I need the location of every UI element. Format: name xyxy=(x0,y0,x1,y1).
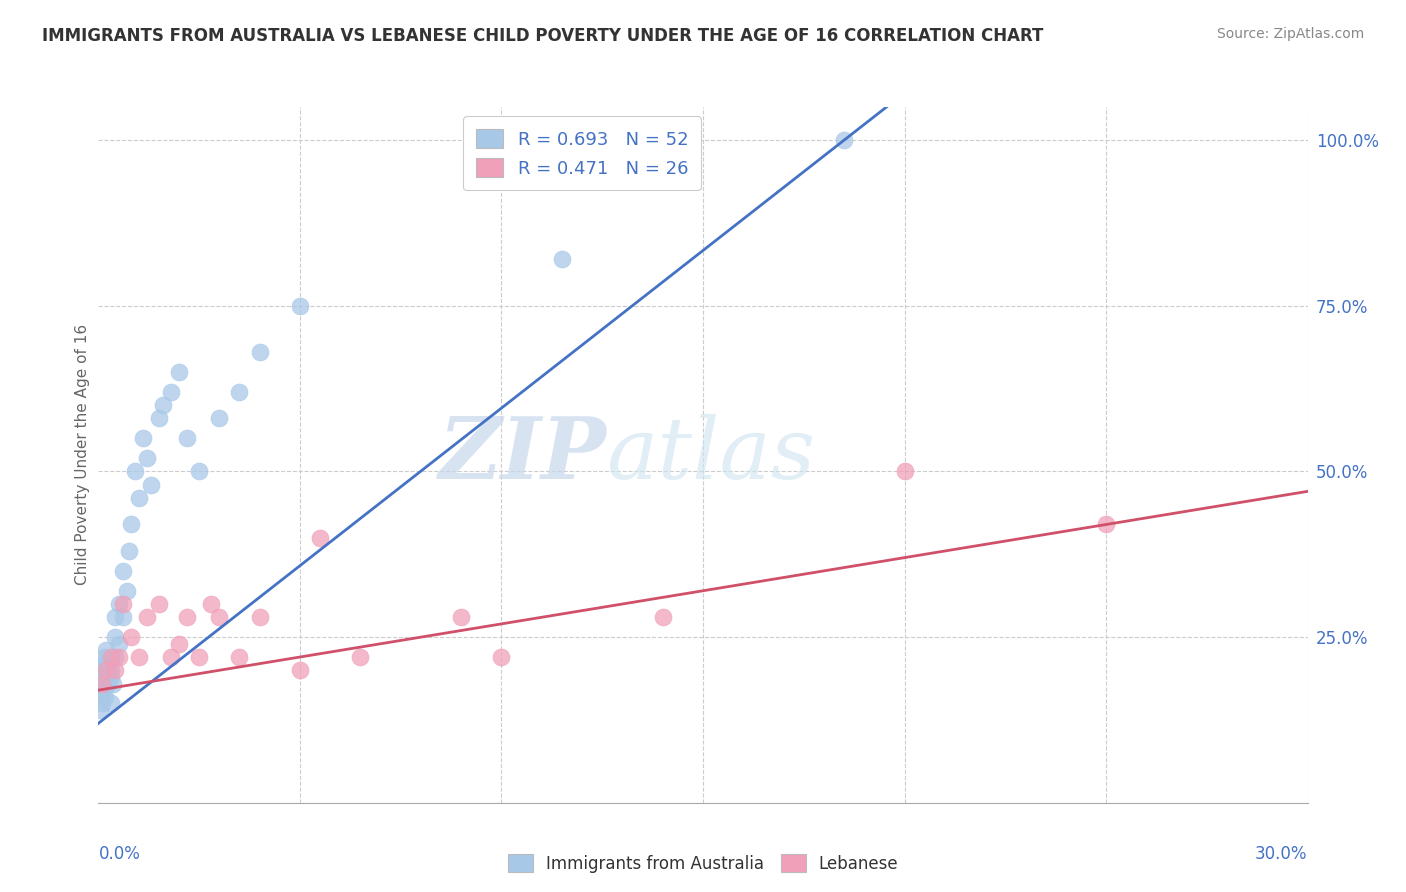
Point xyxy=(111,597,134,611)
Text: 30.0%: 30.0% xyxy=(1256,845,1308,863)
Point xyxy=(148,597,170,611)
Point xyxy=(96,657,118,671)
Point xyxy=(90,683,112,698)
Point xyxy=(176,431,198,445)
Point xyxy=(100,670,122,684)
Point xyxy=(651,610,673,624)
Point xyxy=(91,670,114,684)
Point xyxy=(107,597,129,611)
Point xyxy=(94,663,117,677)
Point xyxy=(91,657,114,671)
Point xyxy=(128,650,150,665)
Point xyxy=(188,465,211,479)
Point xyxy=(176,610,198,624)
Point xyxy=(135,451,157,466)
Point xyxy=(208,411,231,425)
Point xyxy=(200,597,222,611)
Point xyxy=(93,650,115,665)
Point xyxy=(167,637,190,651)
Point xyxy=(100,663,122,677)
Point xyxy=(103,663,125,677)
Point xyxy=(152,398,174,412)
Point xyxy=(101,676,124,690)
Point xyxy=(91,683,114,698)
Point xyxy=(228,650,250,665)
Point xyxy=(93,676,115,690)
Point xyxy=(188,650,211,665)
Legend: R = 0.693   N = 52, R = 0.471   N = 26: R = 0.693 N = 52, R = 0.471 N = 26 xyxy=(464,116,700,190)
Point xyxy=(96,663,118,677)
Text: atlas: atlas xyxy=(606,414,815,496)
Point xyxy=(104,630,127,644)
Point xyxy=(111,610,134,624)
Point xyxy=(491,650,513,665)
Point xyxy=(97,676,120,690)
Point xyxy=(893,465,915,479)
Point xyxy=(139,477,162,491)
Point xyxy=(349,650,371,665)
Point xyxy=(94,690,117,704)
Point xyxy=(228,384,250,399)
Point xyxy=(90,676,112,690)
Point xyxy=(96,676,118,690)
Point xyxy=(120,517,142,532)
Point xyxy=(100,650,122,665)
Point xyxy=(551,252,574,267)
Point xyxy=(97,657,120,671)
Point xyxy=(89,703,111,717)
Legend: Immigrants from Australia, Lebanese: Immigrants from Australia, Lebanese xyxy=(501,847,905,880)
Point xyxy=(450,610,472,624)
Y-axis label: Child Poverty Under the Age of 16: Child Poverty Under the Age of 16 xyxy=(75,325,90,585)
Point xyxy=(120,630,142,644)
Point xyxy=(111,564,134,578)
Text: Source: ZipAtlas.com: Source: ZipAtlas.com xyxy=(1216,27,1364,41)
Point xyxy=(89,690,111,704)
Point xyxy=(128,491,150,505)
Text: ZIP: ZIP xyxy=(439,413,606,497)
Point xyxy=(309,531,332,545)
Point xyxy=(288,299,311,313)
Point xyxy=(96,670,118,684)
Point xyxy=(94,643,117,657)
Point xyxy=(1095,517,1118,532)
Point xyxy=(103,610,125,624)
Point xyxy=(160,384,183,399)
Text: IMMIGRANTS FROM AUSTRALIA VS LEBANESE CHILD POVERTY UNDER THE AGE OF 16 CORRELAT: IMMIGRANTS FROM AUSTRALIA VS LEBANESE CH… xyxy=(42,27,1043,45)
Point xyxy=(148,411,170,425)
Point xyxy=(107,650,129,665)
Point xyxy=(160,650,183,665)
Point xyxy=(208,610,231,624)
Point xyxy=(103,650,125,665)
Point xyxy=(249,345,271,359)
Point xyxy=(132,431,155,445)
Text: 0.0%: 0.0% xyxy=(98,845,141,863)
Point xyxy=(167,365,190,379)
Point xyxy=(135,610,157,624)
Point xyxy=(90,697,112,711)
Point xyxy=(288,663,311,677)
Point xyxy=(107,637,129,651)
Point xyxy=(249,610,271,624)
Point xyxy=(115,583,138,598)
Point xyxy=(100,697,122,711)
Point xyxy=(124,465,146,479)
Point xyxy=(96,663,118,677)
Point xyxy=(832,133,855,147)
Point xyxy=(91,676,114,690)
Point xyxy=(100,650,122,665)
Point xyxy=(118,544,141,558)
Point xyxy=(93,663,115,677)
